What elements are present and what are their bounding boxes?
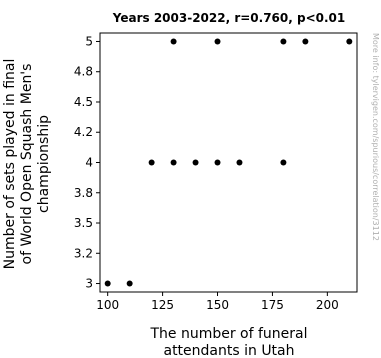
data-point — [104, 280, 111, 287]
y-tick-label: 3.2 — [74, 246, 93, 260]
x-tick-label: 200 — [316, 298, 339, 312]
x-tick-label: 150 — [206, 298, 229, 312]
plot-area — [99, 32, 358, 293]
data-point — [192, 159, 199, 166]
x-tick-label: 175 — [261, 298, 284, 312]
y-tick-label: 4 — [85, 156, 93, 170]
x-axis-ticks: 100 125 150 175 200 — [96, 292, 339, 312]
data-point — [170, 38, 177, 45]
data-point — [280, 38, 287, 45]
y-tick-label: 4.5 — [74, 95, 93, 109]
y-axis-ticks: 3 3.2 3.5 3.8 4 4.2 4.5 4.8 5 — [74, 34, 100, 291]
data-point — [170, 159, 177, 166]
x-axis-label: The number of funeral attendants in Utah — [149, 326, 307, 358]
data-point — [214, 159, 221, 166]
y-tick-label: 5 — [85, 34, 93, 48]
data-point — [236, 159, 243, 166]
x-tick-label: 100 — [96, 298, 119, 312]
data-point — [126, 280, 133, 287]
data-points — [104, 38, 353, 287]
y-tick-label: 3 — [85, 277, 93, 291]
data-point — [148, 159, 155, 166]
y-tick-label: 3.8 — [74, 186, 93, 200]
watermark: More info: tylervigen.com/spurious/corre… — [371, 33, 380, 241]
plot-frame — [99, 32, 358, 293]
x-tick-label: 125 — [151, 298, 174, 312]
data-point — [280, 159, 287, 166]
y-tick-label: 3.5 — [74, 216, 93, 230]
data-point — [346, 38, 353, 45]
data-point — [214, 38, 221, 45]
y-tick-label: 4.8 — [74, 65, 93, 79]
chart-title: Years 2003-2022, r=0.760, p<0.01 — [112, 11, 346, 25]
data-point — [302, 38, 309, 45]
y-tick-label: 4.2 — [74, 125, 93, 139]
y-axis-label: Number of sets played in finalof World O… — [2, 59, 52, 270]
